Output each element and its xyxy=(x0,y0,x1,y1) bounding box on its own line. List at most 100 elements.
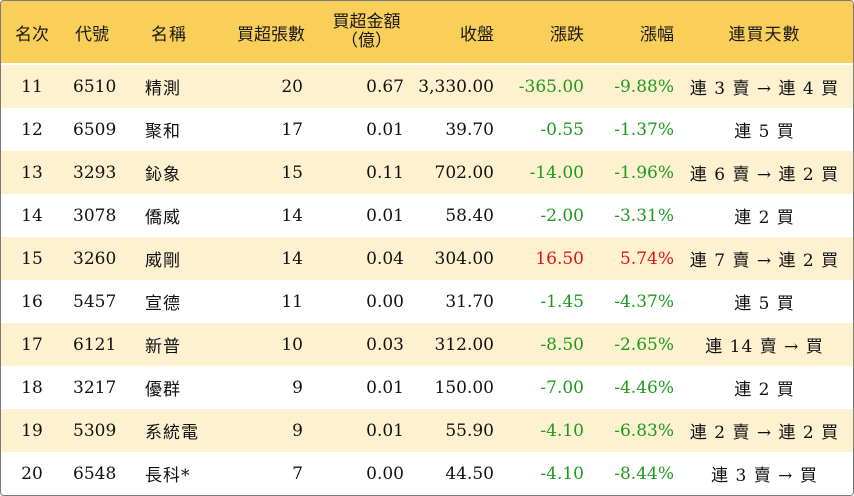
cell-code: 5309 xyxy=(73,420,117,441)
cell-rank: 11 xyxy=(21,76,43,97)
cell-code: 3260 xyxy=(73,248,117,269)
cell-change: -4.10 xyxy=(540,420,584,441)
cell-change: -2.00 xyxy=(540,205,584,226)
cell-code: 6510 xyxy=(73,76,117,97)
cell-rank: 19 xyxy=(21,420,43,441)
cell-name: 宣德 xyxy=(145,294,181,314)
cell-rank: 14 xyxy=(21,205,43,226)
cell-close: 55.90 xyxy=(445,420,494,441)
cell-amount: 0.01 xyxy=(366,377,404,398)
table-row: 19 5309 系統電 9 0.01 55.90 -4.10 -6.83% 連 2 賣 → 連 … xyxy=(1,409,853,452)
cell-close: 58.40 xyxy=(445,205,494,226)
table-body: 11 6510 精測 20 0.67 3,330.00 -365.00 -9.88% 連 3 賣… xyxy=(1,65,853,495)
cell-close: 150.00 xyxy=(434,377,494,398)
cell-code: 3078 xyxy=(73,205,117,226)
cell-rank: 18 xyxy=(21,377,43,398)
cell-code: 3217 xyxy=(73,377,117,398)
cell-pct: -8.44% xyxy=(614,463,674,484)
cell-days: 連 2 賣 → 連 2 買 xyxy=(689,423,840,443)
cell-amount: 0.01 xyxy=(366,119,404,140)
cell-change: -8.50 xyxy=(540,334,584,355)
cell-amount: 0.03 xyxy=(366,334,404,355)
cell-rank: 15 xyxy=(21,248,43,269)
cell-change: -1.45 xyxy=(540,291,584,312)
cell-name: 優群 xyxy=(145,380,181,400)
cell-name: 僑威 xyxy=(145,208,181,228)
table-row: 12 6509 聚和 17 0.01 39.70 -0.55 -1.37% 連 5 買 xyxy=(1,108,853,151)
cell-name: 長科* xyxy=(145,466,191,486)
cell-name: 聚和 xyxy=(145,122,181,142)
cell-pct: -6.83% xyxy=(614,420,674,441)
table-header: 名次 代號 名稱 買超張數 買超金額 （億） 收盤 漲跌 漲幅 連買天數 xyxy=(1,1,853,65)
cell-name: 系統電 xyxy=(145,423,199,443)
cell-name: 鈊象 xyxy=(145,165,181,185)
cell-days: 連 7 賣 → 連 2 買 xyxy=(689,251,840,271)
cell-amount: 0.00 xyxy=(366,291,404,312)
cell-amount: 0.04 xyxy=(366,248,404,269)
cell-rank: 20 xyxy=(21,463,43,484)
cell-name: 新普 xyxy=(145,337,181,357)
cell-amount: 0.67 xyxy=(366,76,404,97)
cell-change: -14.00 xyxy=(529,162,584,183)
cell-close: 304.00 xyxy=(434,248,494,269)
table-row: 18 3217 優群 9 0.01 150.00 -7.00 -4.46% 連 2 買 xyxy=(1,366,853,409)
cell-pct: -3.31% xyxy=(614,205,674,226)
cell-qty: 20 xyxy=(281,76,303,97)
cell-days: 連 14 賣 → 買 xyxy=(705,337,824,357)
cell-amount: 0.01 xyxy=(366,205,404,226)
header-close: 收盤 xyxy=(460,24,494,45)
cell-close: 312.00 xyxy=(434,334,494,355)
cell-days: 連 3 賣 → 買 xyxy=(711,466,818,486)
table-row: 20 6548 長科* 7 0.00 44.50 -4.10 -8.44% 連 3 賣 → 買 xyxy=(1,452,853,495)
cell-code: 6121 xyxy=(73,334,117,355)
table-row: 13 3293 鈊象 15 0.11 702.00 -14.00 -1.96% 連 6 賣 → … xyxy=(1,151,853,194)
table-row: 15 3260 威剛 14 0.04 304.00 16.50 5.74% 連 7 賣 → 連 … xyxy=(1,237,853,280)
cell-days: 連 5 買 xyxy=(734,122,795,142)
header-code: 代號 xyxy=(75,24,109,45)
cell-change: 16.50 xyxy=(535,248,584,269)
cell-close: 31.70 xyxy=(445,291,494,312)
cell-change: -4.10 xyxy=(540,463,584,484)
cell-change: -365.00 xyxy=(518,76,584,97)
header-days: 連買天數 xyxy=(728,24,801,45)
cell-change: -0.55 xyxy=(540,119,584,140)
cell-days: 連 2 買 xyxy=(734,380,795,400)
cell-name: 威剛 xyxy=(145,251,181,271)
cell-qty: 9 xyxy=(292,420,303,441)
cell-code: 3293 xyxy=(73,162,117,183)
cell-qty: 11 xyxy=(281,291,303,312)
table-row: 16 5457 宣德 11 0.00 31.70 -1.45 -4.37% 連 5 買 xyxy=(1,280,853,323)
cell-days: 連 2 買 xyxy=(734,208,795,228)
cell-rank: 17 xyxy=(21,334,43,355)
cell-amount: 0.01 xyxy=(366,420,404,441)
cell-days: 連 3 賣 → 連 4 買 xyxy=(689,79,840,99)
cell-qty: 15 xyxy=(281,162,303,183)
header-amount-line2: （億） xyxy=(341,31,392,51)
table-row: 17 6121 新普 10 0.03 312.00 -8.50 -2.65% 連 14 賣 → … xyxy=(1,323,853,366)
header-change: 漲跌 xyxy=(550,24,584,45)
cell-change: -7.00 xyxy=(540,377,584,398)
cell-days: 連 6 賣 → 連 2 買 xyxy=(689,165,840,185)
cell-code: 5457 xyxy=(73,291,117,312)
cell-qty: 9 xyxy=(292,377,303,398)
cell-rank: 16 xyxy=(21,291,43,312)
cell-amount: 0.11 xyxy=(366,162,404,183)
header-qty: 買超張數 xyxy=(237,24,305,45)
header-amount: 買超金額 （億） xyxy=(305,13,406,51)
cell-code: 6548 xyxy=(73,463,117,484)
cell-code: 6509 xyxy=(73,119,117,140)
cell-qty: 14 xyxy=(281,205,303,226)
cell-rank: 12 xyxy=(21,119,43,140)
cell-close: 39.70 xyxy=(445,119,494,140)
cell-pct: 5.74% xyxy=(619,248,674,269)
header-amount-line1: 買超金額 xyxy=(332,12,401,32)
header-pct: 漲幅 xyxy=(640,24,674,45)
cell-pct: -1.96% xyxy=(614,162,674,183)
cell-pct: -1.37% xyxy=(614,119,674,140)
table-row: 14 3078 僑威 14 0.01 58.40 -2.00 -3.31% 連 2 買 xyxy=(1,194,853,237)
cell-close: 702.00 xyxy=(434,162,494,183)
cell-pct: -4.46% xyxy=(614,377,674,398)
cell-qty: 10 xyxy=(281,334,303,355)
cell-qty: 17 xyxy=(281,119,303,140)
